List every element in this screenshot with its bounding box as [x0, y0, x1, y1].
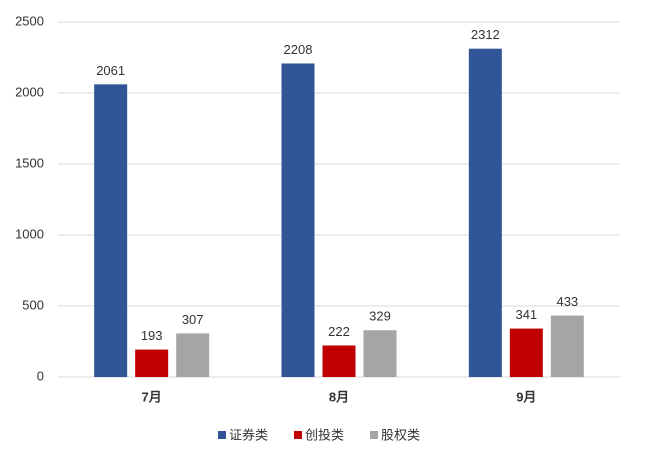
- bar: [550, 315, 584, 377]
- bar: [94, 84, 128, 377]
- bar: [363, 330, 397, 377]
- legend-label: 创投类: [305, 427, 344, 442]
- bar: [322, 345, 356, 377]
- bar: [281, 63, 315, 378]
- legend-swatch: [370, 431, 378, 439]
- data-label: 307: [182, 312, 204, 327]
- bar: [135, 349, 169, 377]
- x-tick-label: 9月: [516, 389, 536, 404]
- x-tick-label: 7月: [142, 389, 162, 404]
- legend-label: 股权类: [381, 427, 420, 442]
- legend-label: 证券类: [229, 427, 268, 442]
- data-label: 193: [141, 328, 163, 343]
- bar: [176, 333, 210, 377]
- data-label: 341: [515, 307, 537, 322]
- y-tick-label: 0: [37, 368, 44, 383]
- data-label: 329: [369, 309, 391, 324]
- data-label: 222: [328, 324, 350, 339]
- x-tick-label: 8月: [329, 389, 349, 404]
- bar: [509, 328, 543, 377]
- data-label: 2312: [471, 27, 500, 42]
- legend-swatch: [294, 431, 302, 439]
- data-label: 433: [556, 294, 578, 309]
- data-label: 2061: [96, 63, 125, 78]
- y-tick-label: 500: [22, 297, 44, 312]
- y-tick-label: 2500: [15, 13, 44, 28]
- legend-swatch: [218, 431, 226, 439]
- y-tick-label: 1500: [15, 155, 44, 170]
- data-label: 2208: [284, 42, 313, 57]
- y-tick-label: 1000: [15, 226, 44, 241]
- y-tick-label: 2000: [15, 84, 44, 99]
- bar: [468, 48, 502, 378]
